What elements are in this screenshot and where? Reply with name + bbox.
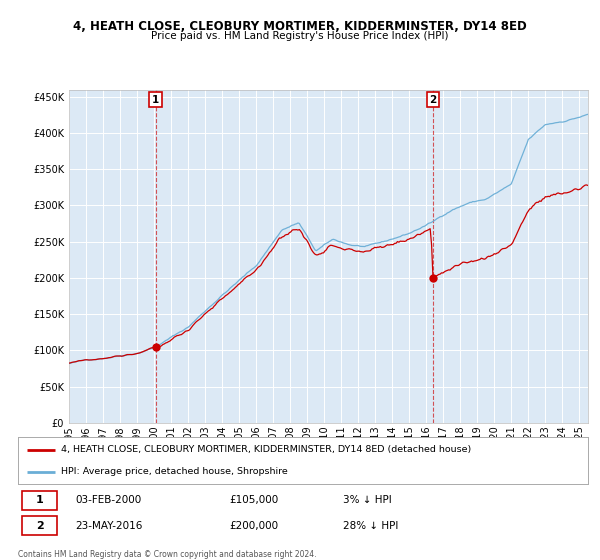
FancyBboxPatch shape xyxy=(22,516,58,535)
Text: 3% ↓ HPI: 3% ↓ HPI xyxy=(343,496,392,505)
Text: 28% ↓ HPI: 28% ↓ HPI xyxy=(343,521,398,531)
Text: 1: 1 xyxy=(152,95,159,105)
Text: 4, HEATH CLOSE, CLEOBURY MORTIMER, KIDDERMINSTER, DY14 8ED: 4, HEATH CLOSE, CLEOBURY MORTIMER, KIDDE… xyxy=(73,20,527,32)
Text: 1: 1 xyxy=(36,496,44,505)
Text: 4, HEATH CLOSE, CLEOBURY MORTIMER, KIDDERMINSTER, DY14 8ED (detached house): 4, HEATH CLOSE, CLEOBURY MORTIMER, KIDDE… xyxy=(61,445,471,454)
Text: £200,000: £200,000 xyxy=(229,521,278,531)
Text: 23-MAY-2016: 23-MAY-2016 xyxy=(75,521,142,531)
Text: Contains HM Land Registry data © Crown copyright and database right 2024.
This d: Contains HM Land Registry data © Crown c… xyxy=(18,550,317,560)
Text: 2: 2 xyxy=(430,95,437,105)
Text: Price paid vs. HM Land Registry's House Price Index (HPI): Price paid vs. HM Land Registry's House … xyxy=(151,31,449,41)
FancyBboxPatch shape xyxy=(22,491,58,510)
Text: 03-FEB-2000: 03-FEB-2000 xyxy=(75,496,141,505)
Text: £105,000: £105,000 xyxy=(229,496,278,505)
Text: 2: 2 xyxy=(36,521,44,531)
Text: HPI: Average price, detached house, Shropshire: HPI: Average price, detached house, Shro… xyxy=(61,467,287,476)
